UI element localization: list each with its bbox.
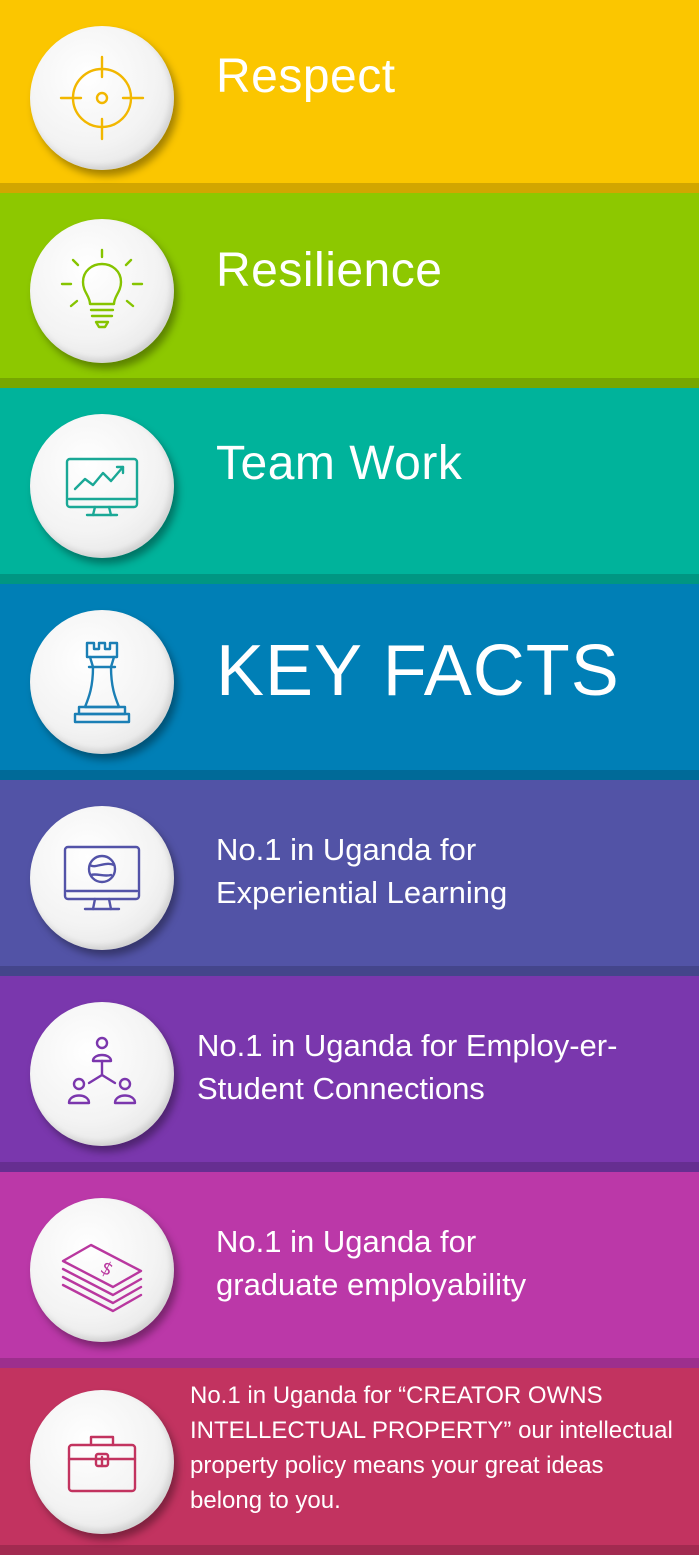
fact-text: No.1 in Uganda for “CREATOR OWNS INTELLE… [190,1382,673,1514]
value-title: Team Work [216,437,463,490]
band-shadow [0,574,699,584]
key-facts-band: KEY FACTS [0,584,699,780]
icon-badge [30,1390,174,1534]
monitor-chart-icon [65,457,139,517]
icon-badge [30,414,174,558]
monitor-globe-icon [63,845,141,911]
value-band-team-work: Team Work [0,388,699,584]
fact-text: No.1 in Uganda for graduate employabilit… [216,1224,527,1302]
icon-badge [30,610,174,754]
band-shadow [0,183,699,193]
band-shadow [0,1358,699,1368]
network-people-icon [67,1036,137,1105]
fact-band-intellectual-property: No.1 in Uganda for “CREATOR OWNS INTELLE… [0,1368,699,1555]
band-shadow [0,770,699,780]
briefcase-icon [67,1435,137,1493]
svg-text:$: $ [97,1257,117,1281]
value-title: Respect [216,50,396,103]
target-icon [59,55,145,141]
icon-badge [30,219,174,363]
fact-text: No.1 in Uganda for Experiential Learning [216,832,508,910]
value-title: Resilience [216,244,443,297]
chess-rook-icon [73,641,131,724]
icon-badge [30,806,174,950]
money-stack-icon: $ [61,1243,143,1313]
icon-badge [30,1002,174,1146]
section-heading: KEY FACTS [216,631,620,711]
band-shadow [0,1545,699,1555]
fact-band-graduate-employability: $ No.1 in Uganda for graduate employabil… [0,1172,699,1368]
value-band-respect: Respect [0,0,699,193]
band-shadow [0,1162,699,1172]
icon-badge [30,26,174,170]
icon-badge: $ [30,1198,174,1342]
value-band-resilience: Resilience [0,193,699,388]
fact-text: No.1 in Uganda for Employ-er-Student Con… [197,1028,618,1106]
lightbulb-icon [60,248,144,329]
fact-band-employer-connections: No.1 in Uganda for Employ-er-Student Con… [0,976,699,1172]
fact-band-experiential-learning: No.1 in Uganda for Experiential Learning [0,780,699,976]
band-shadow [0,378,699,388]
band-shadow [0,966,699,976]
